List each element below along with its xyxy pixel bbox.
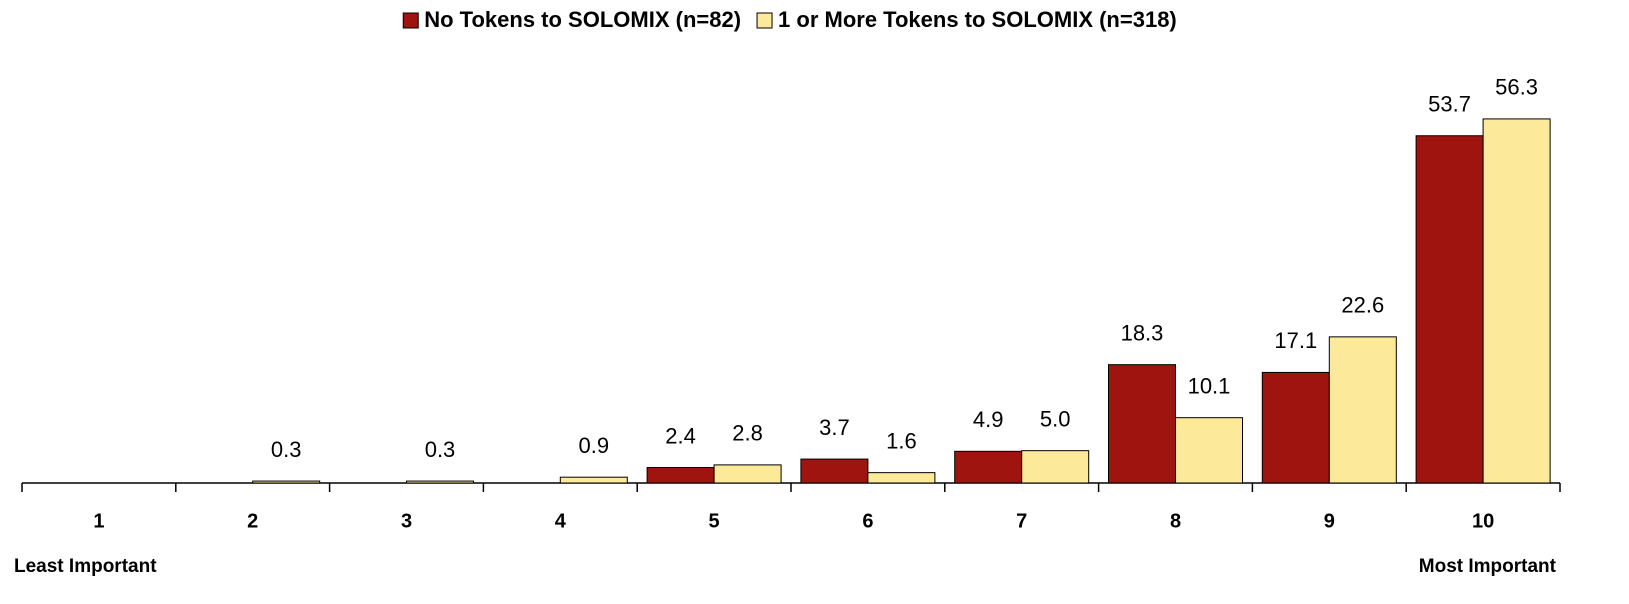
legend-swatch (756, 12, 773, 29)
data-label: 2.4 (665, 423, 696, 448)
bar (713, 464, 782, 484)
x-tick-label: 5 (709, 510, 720, 532)
data-label: 17.1 (1274, 328, 1317, 353)
bar (1415, 135, 1484, 484)
data-label: 0.9 (579, 433, 610, 458)
data-label: 18.3 (1121, 320, 1164, 345)
bar (1108, 364, 1176, 484)
data-label: 0.3 (271, 437, 302, 462)
x-tick-label: 3 (401, 510, 412, 532)
data-label: 3.7 (819, 415, 850, 440)
bar (800, 458, 869, 484)
x-tick-label: 6 (862, 510, 873, 532)
x-tick-label: 10 (1472, 510, 1494, 532)
bar (252, 480, 321, 484)
x-tick-label: 2 (247, 510, 258, 532)
bar (559, 476, 628, 484)
legend-label: No Tokens to SOLOMIX (n=82) (424, 7, 741, 32)
data-label: 2.8 (732, 421, 763, 446)
data-label: 10.1 (1188, 373, 1231, 398)
axis-annotation: Least Important (14, 556, 157, 577)
x-tick-label: 4 (555, 510, 567, 532)
data-label: 56.3 (1495, 75, 1538, 100)
legend-label: 1 or More Tokens to SOLOMIX (n=318) (778, 7, 1177, 32)
axis-annotation: Most Important (1419, 556, 1557, 577)
data-label: 0.3 (425, 437, 456, 462)
bar (867, 472, 936, 484)
bar (954, 450, 1023, 484)
x-tick-label: 7 (1016, 510, 1027, 532)
bar (1021, 450, 1090, 484)
bar (646, 466, 715, 484)
data-label: 4.9 (973, 407, 1004, 432)
x-tick-label: 8 (1170, 510, 1181, 532)
data-label: 1.6 (886, 428, 917, 453)
data-label: 5.0 (1040, 406, 1071, 431)
bar (1328, 336, 1397, 484)
bar (1261, 371, 1330, 484)
x-tick-label: 1 (93, 510, 104, 532)
data-label: 22.6 (1341, 293, 1384, 318)
bar (406, 480, 474, 484)
bar (1175, 417, 1243, 484)
legend-swatch (402, 12, 419, 29)
data-label: 53.7 (1428, 92, 1471, 117)
bar (1482, 118, 1551, 484)
x-tick-label: 9 (1324, 510, 1335, 532)
